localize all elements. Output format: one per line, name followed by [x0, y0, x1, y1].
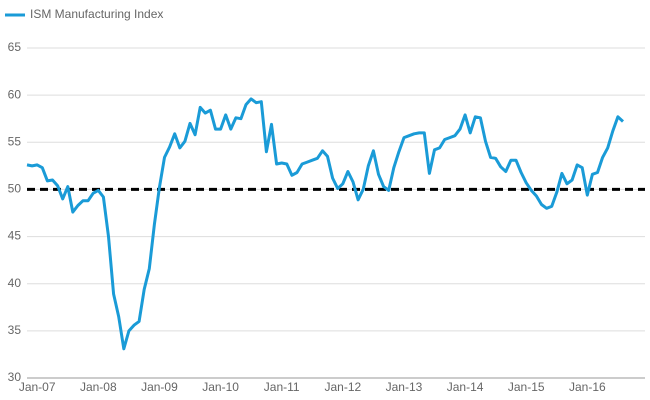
x-tick-label: Jan-13 [386, 380, 423, 394]
x-tick-label: Jan-16 [569, 380, 606, 394]
y-tick-label: 65 [8, 40, 22, 54]
x-tick-label: Jan-11 [264, 380, 300, 394]
x-tick-label: Jan-07 [19, 380, 56, 394]
y-tick-label: 50 [8, 182, 22, 196]
y-tick-label: 40 [8, 276, 22, 290]
legend-label: ISM Manufacturing Index [30, 7, 163, 21]
x-tick-label: Jan-14 [447, 380, 484, 394]
x-tick-label: Jan-09 [141, 380, 178, 394]
y-tick-label: 30 [8, 370, 22, 384]
y-tick-label: 45 [8, 229, 22, 243]
y-tick-label: 55 [8, 134, 22, 148]
series-line [26, 97, 625, 351]
x-tick-label: Jan-10 [202, 380, 239, 394]
x-tick-label: Jan-15 [508, 380, 545, 394]
x-tick-label: Jan-08 [80, 380, 117, 394]
x-tick-label: Jan-12 [324, 380, 361, 394]
y-tick-label: 60 [8, 87, 22, 101]
y-tick-label: 35 [8, 323, 22, 337]
